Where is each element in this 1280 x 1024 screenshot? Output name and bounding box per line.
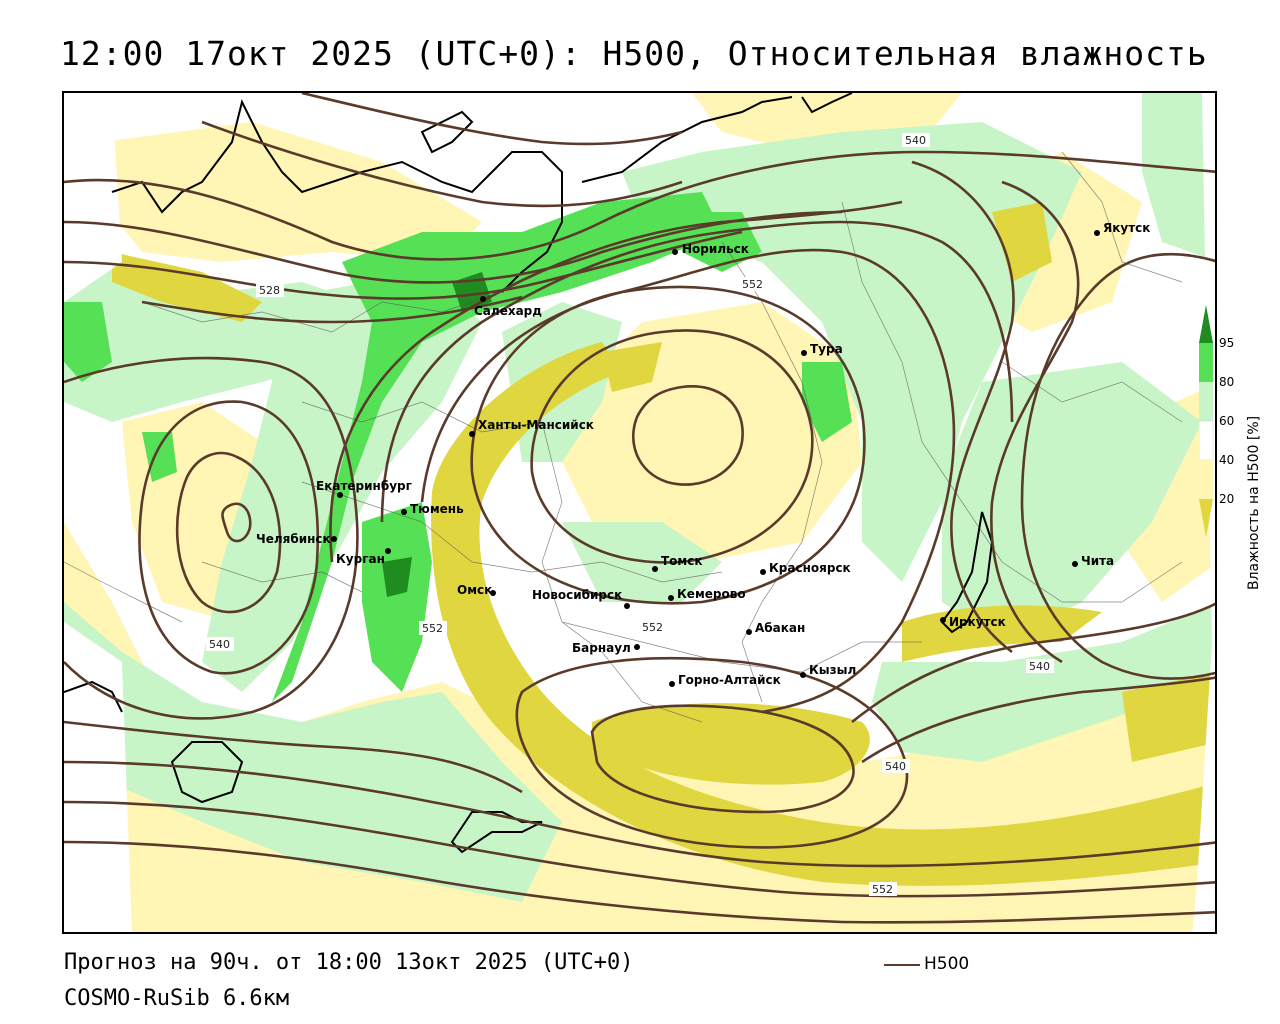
colorbar-tick: 40: [1219, 453, 1234, 467]
domain-edge: [64, 93, 1215, 932]
city-label: Екатеринбург: [316, 479, 412, 493]
h500-legend-line: [884, 964, 920, 966]
model-info: COSMO-RuSib 6.6км: [64, 986, 290, 1011]
contour-label: 552: [642, 621, 663, 634]
h500-legend-label: H500: [924, 954, 970, 974]
city-label: Красноярск: [769, 561, 851, 575]
city-dot-ekaterinburg: [337, 492, 343, 498]
forecast-info: Прогноз на 90ч. от 18:00 13окт 2025 (UTC…: [64, 950, 634, 975]
contour-label: 540: [885, 760, 906, 773]
colorbar-tick: 80: [1219, 375, 1234, 389]
city-dot-novosibirsk: [624, 603, 630, 609]
city-dot-kemerovo: [668, 595, 674, 601]
city-label: Томск: [661, 554, 703, 568]
city-label: Иркутск: [949, 615, 1006, 629]
city-label: Челябинск: [256, 532, 331, 546]
contour-label: 552: [422, 622, 443, 635]
admin-borders: [64, 151, 1183, 723]
city-label: Чита: [1081, 554, 1114, 568]
colorbar-tick: 95: [1219, 336, 1234, 350]
colorbar-tick: 60: [1219, 414, 1234, 428]
colorbar-segment-40-60: [1199, 420, 1214, 461]
city-dot-tura: [801, 350, 807, 356]
colorbar-top-triangle: [1199, 305, 1213, 343]
city-dot-kurgan: [385, 548, 391, 554]
colorbar-tick: 20: [1219, 492, 1234, 506]
city-label: Кызыл: [809, 663, 856, 677]
coastlines: [64, 93, 994, 854]
colorbar-bottom-triangle: [1199, 499, 1213, 537]
city-label: Горно-Алтайск: [678, 673, 781, 687]
contour-label: 552: [742, 278, 763, 291]
city-dot-barnaul: [634, 644, 640, 650]
city-dot-yakutsk: [1094, 230, 1100, 236]
city-label: Абакан: [755, 621, 805, 635]
contour-labels: 540 552 552 540 552 552 540 540 528: [206, 133, 1054, 896]
city-dot-abakan: [746, 629, 752, 635]
city-dot-tomsk: [652, 566, 658, 572]
city-label: Омск: [457, 583, 492, 597]
city-dot-omsk: [490, 590, 496, 596]
city-label: Кемерово: [677, 587, 746, 601]
city-dot-gorno-altaysk: [669, 681, 675, 687]
map-title: 12:00 17окт 2025 (UTC+0): H500, Относите…: [60, 34, 1208, 73]
contour-label: 552: [872, 883, 893, 896]
city-dot-salekhard: [480, 296, 486, 302]
city-label: Новосибирск: [532, 588, 622, 602]
city-dot-kyzyl: [800, 672, 806, 678]
colorbar-segment-80-95: [1199, 343, 1213, 382]
humidity-dark-yellow-areas: [112, 202, 1215, 886]
contour-label: 540: [905, 134, 926, 147]
colorbar-title: Влажность на H500 [%]: [1246, 415, 1262, 590]
colorbar-segment-20-40: [1199, 460, 1213, 499]
city-label: Барнаул: [572, 641, 631, 655]
city-label: Тура: [810, 342, 843, 356]
city-label: Курган: [336, 552, 385, 566]
city-label: Норильск: [682, 242, 749, 256]
forecast-map[interactable]: 540 552 552 540 552 552 540 540 528 Якут…: [62, 91, 1217, 934]
humidity-colorbar: 95 80 60 40 20: [1199, 305, 1234, 537]
city-dot-chelyabinsk: [331, 536, 337, 542]
city-dot-khanty: [469, 431, 475, 437]
colorbar-title-wrap: Влажность на H500 [%]: [1246, 350, 1266, 590]
city-label: Ханты-Мансийск: [478, 418, 594, 432]
city-markers: Якутск Норильск Салехард Тура Ханты-Манс…: [256, 221, 1150, 687]
city-dot-norilsk: [672, 249, 678, 255]
city-dot-tyumen: [401, 509, 407, 515]
city-dot-krasnoyarsk: [760, 569, 766, 575]
city-label: Салехард: [474, 304, 542, 318]
city-dot-irkutsk: [940, 617, 946, 623]
contour-label: 528: [259, 284, 280, 297]
h500-contours: [64, 93, 1215, 924]
contour-label: 540: [1029, 660, 1050, 673]
city-dot-chita: [1072, 561, 1078, 567]
map-canvas: 540 552 552 540 552 552 540 540 528 Якут…: [64, 93, 1215, 932]
city-label: Тюмень: [410, 502, 464, 516]
contour-label: 540: [209, 638, 230, 651]
city-label: Якутск: [1103, 221, 1150, 235]
colorbar-segment-60-80: [1199, 382, 1213, 421]
